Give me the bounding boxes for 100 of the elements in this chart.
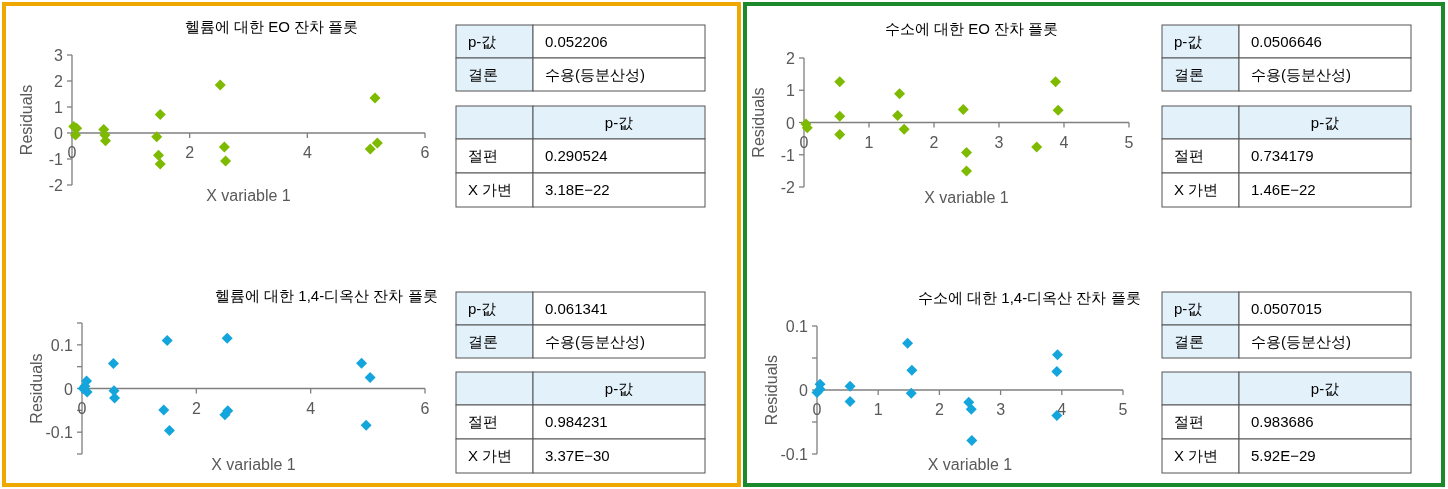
y-axis-title: Residuals bbox=[750, 87, 767, 158]
point bbox=[364, 143, 376, 155]
point bbox=[961, 165, 972, 177]
text: 0.0507015 bbox=[1251, 299, 1322, 317]
text: p-값 bbox=[468, 299, 497, 317]
y-tick-label: 0.1 bbox=[785, 318, 809, 335]
text: X 가변 bbox=[1174, 181, 1219, 198]
x-tick-label: 4 bbox=[1059, 133, 1069, 151]
y-axis-title: Residuals bbox=[28, 353, 45, 424]
point bbox=[152, 149, 164, 161]
point bbox=[844, 380, 856, 392]
text: 0.061341 bbox=[545, 299, 608, 317]
point bbox=[360, 419, 372, 431]
point bbox=[1050, 76, 1062, 88]
y-axis-title: Residuals bbox=[763, 354, 780, 426]
x-tick-label: 2 bbox=[185, 144, 195, 161]
point bbox=[1031, 141, 1043, 153]
point bbox=[154, 109, 166, 121]
chart-title: 헬륨에 대한 1,4-디옥산 잔차 플롯 bbox=[215, 287, 438, 304]
text: 절편 bbox=[1174, 147, 1204, 164]
x-axis-title: X variable 1 bbox=[927, 456, 1013, 473]
point bbox=[161, 334, 173, 346]
text: 절편 bbox=[1174, 413, 1204, 430]
point bbox=[892, 109, 904, 121]
point bbox=[898, 123, 910, 135]
text: p-값 bbox=[1174, 299, 1203, 317]
point bbox=[902, 337, 914, 349]
y-tick-label: 1 bbox=[786, 82, 796, 100]
x-axis-title: X variable 1 bbox=[206, 187, 291, 204]
point bbox=[834, 110, 846, 122]
text: 절편 bbox=[468, 413, 498, 430]
text: 0.052206 bbox=[545, 32, 608, 50]
point bbox=[966, 435, 978, 447]
text: X 가변 bbox=[468, 447, 513, 464]
point bbox=[906, 364, 918, 376]
point bbox=[1051, 365, 1063, 377]
text: 수용(등분산성) bbox=[1251, 332, 1351, 350]
x-tick-label: 5 bbox=[1118, 401, 1128, 418]
point bbox=[834, 128, 846, 140]
point bbox=[965, 403, 977, 415]
point bbox=[220, 155, 232, 167]
y-tick-label: 0 bbox=[64, 380, 74, 398]
x-tick-label: 2 bbox=[191, 399, 201, 417]
text: 수용(등분산성) bbox=[1251, 65, 1351, 83]
text: 결론 bbox=[1174, 332, 1204, 350]
text: X 가변 bbox=[468, 181, 513, 198]
point bbox=[107, 358, 119, 370]
point bbox=[151, 131, 163, 143]
x-tick-label: 3 bbox=[996, 401, 1006, 418]
x-tick-label: 0 bbox=[812, 401, 822, 418]
text: p-값 bbox=[1174, 32, 1203, 50]
text: p-값 bbox=[604, 379, 634, 397]
point bbox=[214, 79, 226, 91]
y-tick-label: -2 bbox=[780, 179, 796, 196]
text: p-값 bbox=[604, 113, 634, 131]
y-tick-label: -1 bbox=[48, 151, 64, 168]
x-axis-title: X variable 1 bbox=[924, 189, 1009, 206]
text: X 가변 bbox=[1174, 447, 1219, 464]
text: p-값 bbox=[1310, 379, 1340, 397]
text: 0.0506646 bbox=[1251, 32, 1322, 50]
y-tick-label: 1 bbox=[54, 99, 64, 116]
y-tick-label: 2 bbox=[54, 73, 64, 90]
text: 1.46E−22 bbox=[1251, 181, 1316, 198]
y-tick-label: -2 bbox=[48, 177, 64, 194]
text: 결론 bbox=[468, 65, 498, 83]
point bbox=[356, 357, 368, 369]
point bbox=[364, 372, 376, 384]
y-tick-label: 3 bbox=[54, 47, 64, 64]
x-tick-label: 6 bbox=[420, 144, 430, 161]
point bbox=[961, 146, 972, 158]
point bbox=[844, 396, 856, 408]
text: 수용(등분산성) bbox=[545, 332, 645, 350]
point bbox=[957, 104, 969, 116]
y-tick-label: 0 bbox=[786, 114, 796, 132]
point bbox=[834, 76, 846, 88]
point bbox=[158, 404, 170, 416]
y-tick-label: -0.1 bbox=[780, 446, 809, 463]
chart-title: 수소에 대한 1,4-디옥산 잔차 플롯 bbox=[918, 289, 1141, 306]
text: 3.37E−30 bbox=[545, 447, 610, 464]
text: 0.290524 bbox=[545, 147, 608, 164]
x-axis-title: X variable 1 bbox=[211, 456, 296, 473]
text: 수용(등분산성) bbox=[545, 65, 645, 83]
point bbox=[894, 88, 906, 100]
point bbox=[221, 332, 233, 344]
x-tick-label: 1 bbox=[864, 133, 874, 151]
x-tick-label: 4 bbox=[1057, 401, 1067, 418]
text: 0.734179 bbox=[1251, 147, 1314, 164]
chart-title: 수소에 대한 EO 잔차 플롯 bbox=[885, 20, 1059, 37]
text: p-값 bbox=[1310, 113, 1340, 131]
y-tick-label: 0.1 bbox=[50, 336, 74, 354]
y-axis-title: Residuals bbox=[18, 84, 35, 156]
y-tick-label: -0.1 bbox=[45, 424, 74, 442]
x-tick-label: 1 bbox=[873, 401, 883, 418]
point bbox=[905, 387, 917, 399]
text: 0.984231 bbox=[545, 413, 608, 430]
point bbox=[1052, 349, 1064, 361]
text: 0.983686 bbox=[1251, 413, 1314, 430]
x-tick-label: 5 bbox=[1124, 133, 1134, 151]
x-tick-label: 2 bbox=[929, 133, 939, 151]
text: 결론 bbox=[1174, 65, 1204, 83]
